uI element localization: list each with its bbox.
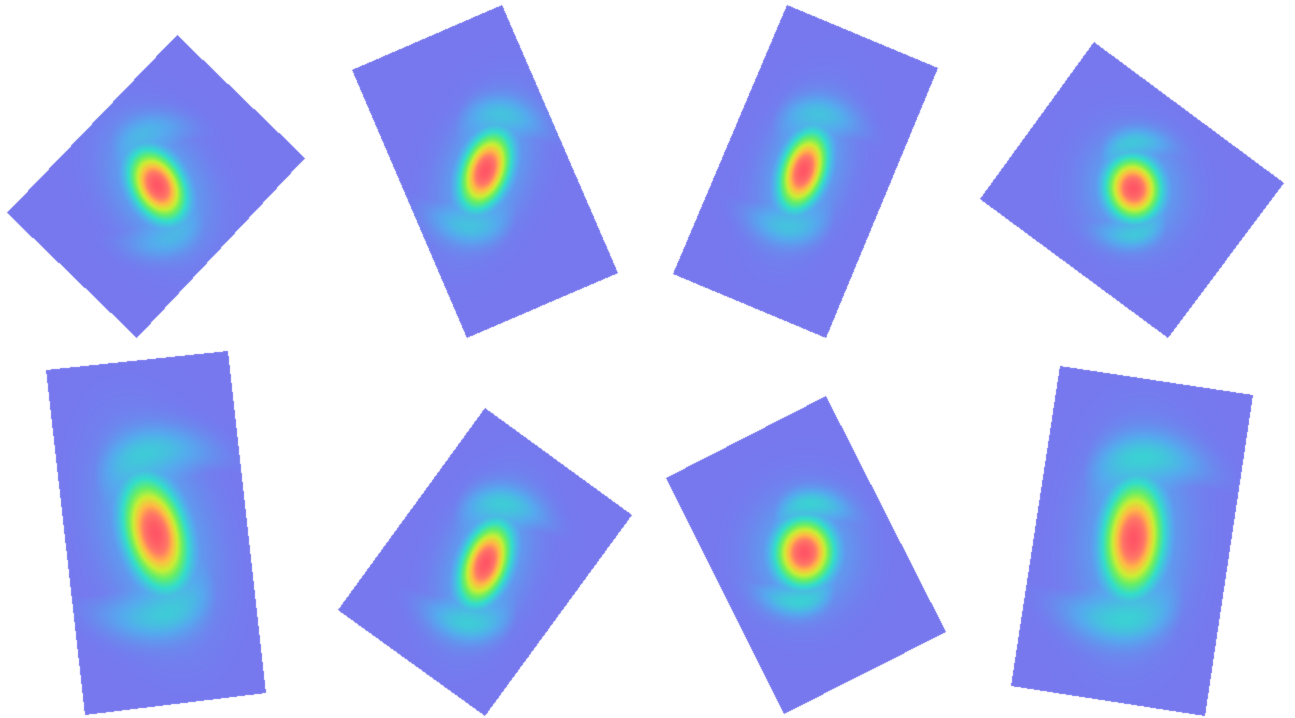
galaxy-heatmap-collage bbox=[0, 0, 1295, 718]
